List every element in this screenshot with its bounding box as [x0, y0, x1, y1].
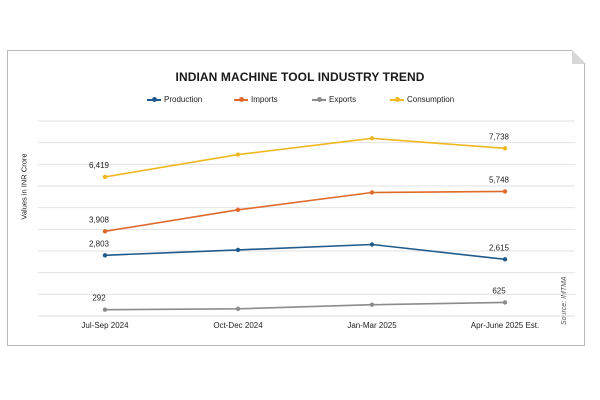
data-point-imports	[235, 207, 241, 213]
data-point-consumption	[369, 136, 375, 141]
series-line-production	[104, 243, 506, 261]
data-label-consumption: 6,419	[89, 161, 110, 170]
legend-item-production: Production	[147, 95, 202, 104]
legend-item-imports: Imports	[234, 95, 278, 104]
data-point-exports	[369, 302, 375, 307]
data-point-exports	[102, 307, 108, 312]
x-tick-label: Oct-Dec 2024	[213, 321, 263, 330]
legend-swatch-production	[147, 96, 161, 102]
series-line-imports	[104, 190, 506, 233]
x-tick-label: Apr-June 2025 Est.	[471, 321, 539, 330]
data-label-production: 2,615	[489, 243, 510, 252]
legend-swatch-exports	[312, 96, 326, 102]
x-tick-label: Jul-Sep 2024	[81, 321, 129, 330]
data-point-production	[235, 247, 241, 253]
data-point-imports	[102, 229, 108, 234]
data-label-imports: 5,748	[489, 175, 510, 184]
legend-swatch-imports	[234, 96, 248, 102]
chart-title: INDIAN MACHINE TOOL INDUSTRY TREND	[175, 70, 425, 84]
data-point-production	[102, 253, 108, 258]
series-line-exports	[104, 301, 506, 311]
legend-label-consumption: Consumption	[407, 95, 455, 104]
legend-label-exports: Exports	[329, 95, 357, 104]
legend-label-production: Production	[164, 95, 203, 104]
data-point-imports	[369, 190, 375, 195]
data-label-production: 2,803	[89, 239, 110, 248]
data-point-production	[502, 257, 508, 262]
series-line-consumption	[104, 137, 506, 178]
data-label-consumption: 7,738	[489, 132, 510, 141]
data-label-imports: 3,908	[89, 215, 110, 224]
data-point-production	[369, 242, 375, 247]
data-point-consumption	[235, 152, 241, 157]
data-point-imports	[502, 189, 508, 194]
data-point-exports	[502, 300, 508, 305]
data-point-consumption	[502, 146, 508, 151]
legend-swatch-consumption	[390, 96, 404, 102]
legend-label-imports: Imports	[251, 95, 278, 104]
chart-card	[7, 50, 585, 346]
chart-legend: Production Imports Exports Consumption	[0, 95, 600, 109]
data-label-exports: 292	[92, 294, 106, 303]
legend-item-consumption: Consumption	[390, 95, 454, 104]
legend-item-exports: Exports	[312, 95, 356, 104]
data-label-exports: 625	[492, 286, 506, 295]
data-point-consumption	[102, 174, 108, 180]
x-tick-label: Jan-Mar 2025	[347, 321, 397, 330]
page-fold-corner	[572, 50, 586, 64]
data-point-exports	[235, 306, 241, 312]
